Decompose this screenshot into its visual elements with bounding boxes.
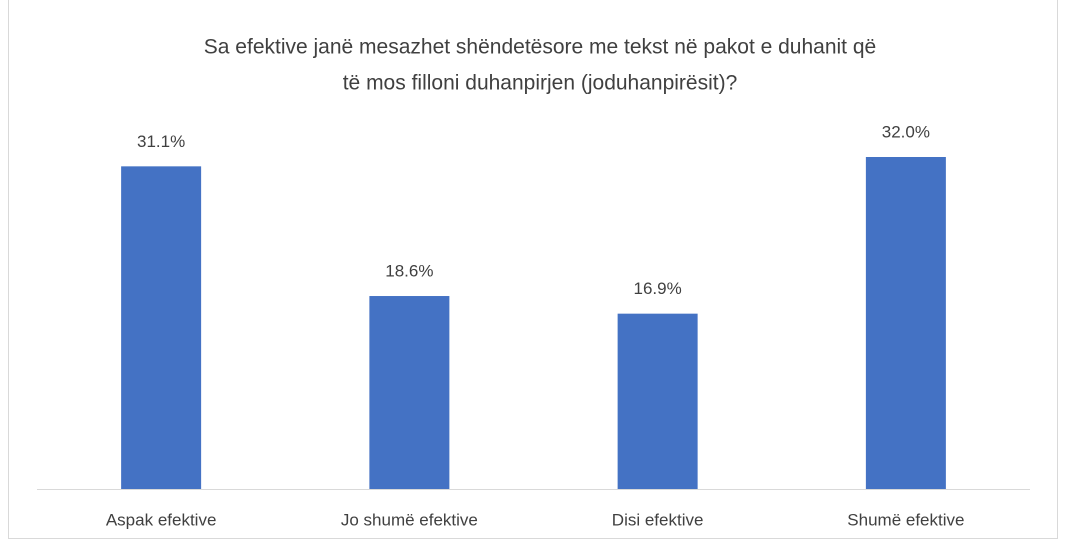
bar [617, 313, 698, 489]
data-label: 16.9% [634, 279, 682, 298]
chart-title: të mos filloni duhanpirjen (joduhanpirës… [343, 72, 738, 95]
x-tick-label: Jo shumë efektive [341, 510, 478, 529]
bar [121, 166, 202, 489]
data-label: 32.0% [882, 122, 930, 141]
data-label: 31.1% [137, 132, 185, 151]
bar [865, 157, 946, 489]
x-tick-label: Disi efektive [612, 510, 704, 529]
x-tick-label: Shumë efektive [847, 510, 964, 529]
data-label: 18.6% [385, 262, 433, 281]
bar [369, 296, 450, 489]
chart-title: Sa efektive janë mesazhet shëndetësore m… [204, 36, 876, 59]
x-tick-label: Aspak efektive [106, 510, 217, 529]
